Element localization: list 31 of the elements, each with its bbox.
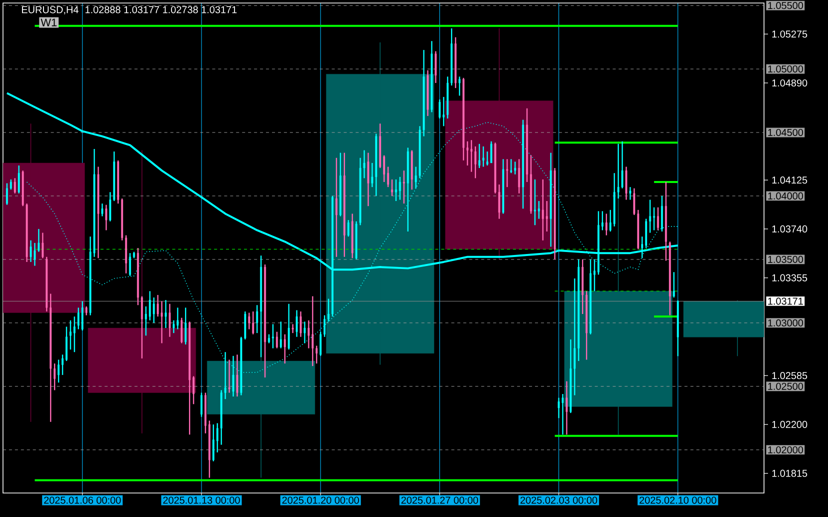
- chart-subtitle: 1.02888 1.03177 1.02738 1.03171: [86, 6, 237, 14]
- ref-line-label: 1.02500: [768, 382, 804, 390]
- x-tick-label: 2025.01.06 00:00: [44, 496, 121, 504]
- annotation: W1: [40, 18, 57, 26]
- candlestick: [514, 161, 516, 175]
- y-tick-label: 1.02585: [772, 372, 808, 380]
- x-tick-label: 2025.01.20 00:00: [282, 496, 359, 504]
- candlestick: [510, 158, 512, 174]
- candlestick: [402, 170, 405, 204]
- ref-line-label: 1.04500: [768, 128, 804, 136]
- y-tick-label: 1.03740: [772, 225, 808, 232]
- candlestick: [470, 139, 472, 172]
- y-tick-label: 1.03355: [772, 274, 808, 282]
- ref-line-label: 1.03500: [768, 256, 804, 263]
- x-tick-label: 2025.02.10 00:00: [640, 496, 716, 504]
- y-tick-label: 1.05275: [772, 30, 808, 38]
- ref-line-label: 1.05500: [768, 2, 804, 10]
- ref-line-label: 1.05000: [768, 65, 804, 73]
- x-tick-label: 2025.01.13 00:00: [163, 496, 240, 504]
- ref-line-label: 1.03000: [768, 319, 804, 326]
- ref-line-label: 1.03171: [768, 298, 803, 305]
- ref-line-label: 1.02000: [768, 446, 804, 454]
- candlestick: [272, 324, 274, 349]
- chart-title: EURUSD,H4: [22, 6, 78, 14]
- y-tick-label: 1.04890: [772, 79, 808, 86]
- x-tick-label: 2025.02.03 00:00: [520, 496, 598, 504]
- y-tick-label: 1.02200: [772, 420, 808, 428]
- x-tick-label: 2025.01.27 00:00: [401, 496, 478, 504]
- y-tick-label: 1.01815: [772, 470, 808, 477]
- y-tick-label: 1.04125: [772, 176, 808, 184]
- ref-line-label: 1.04000: [768, 192, 804, 200]
